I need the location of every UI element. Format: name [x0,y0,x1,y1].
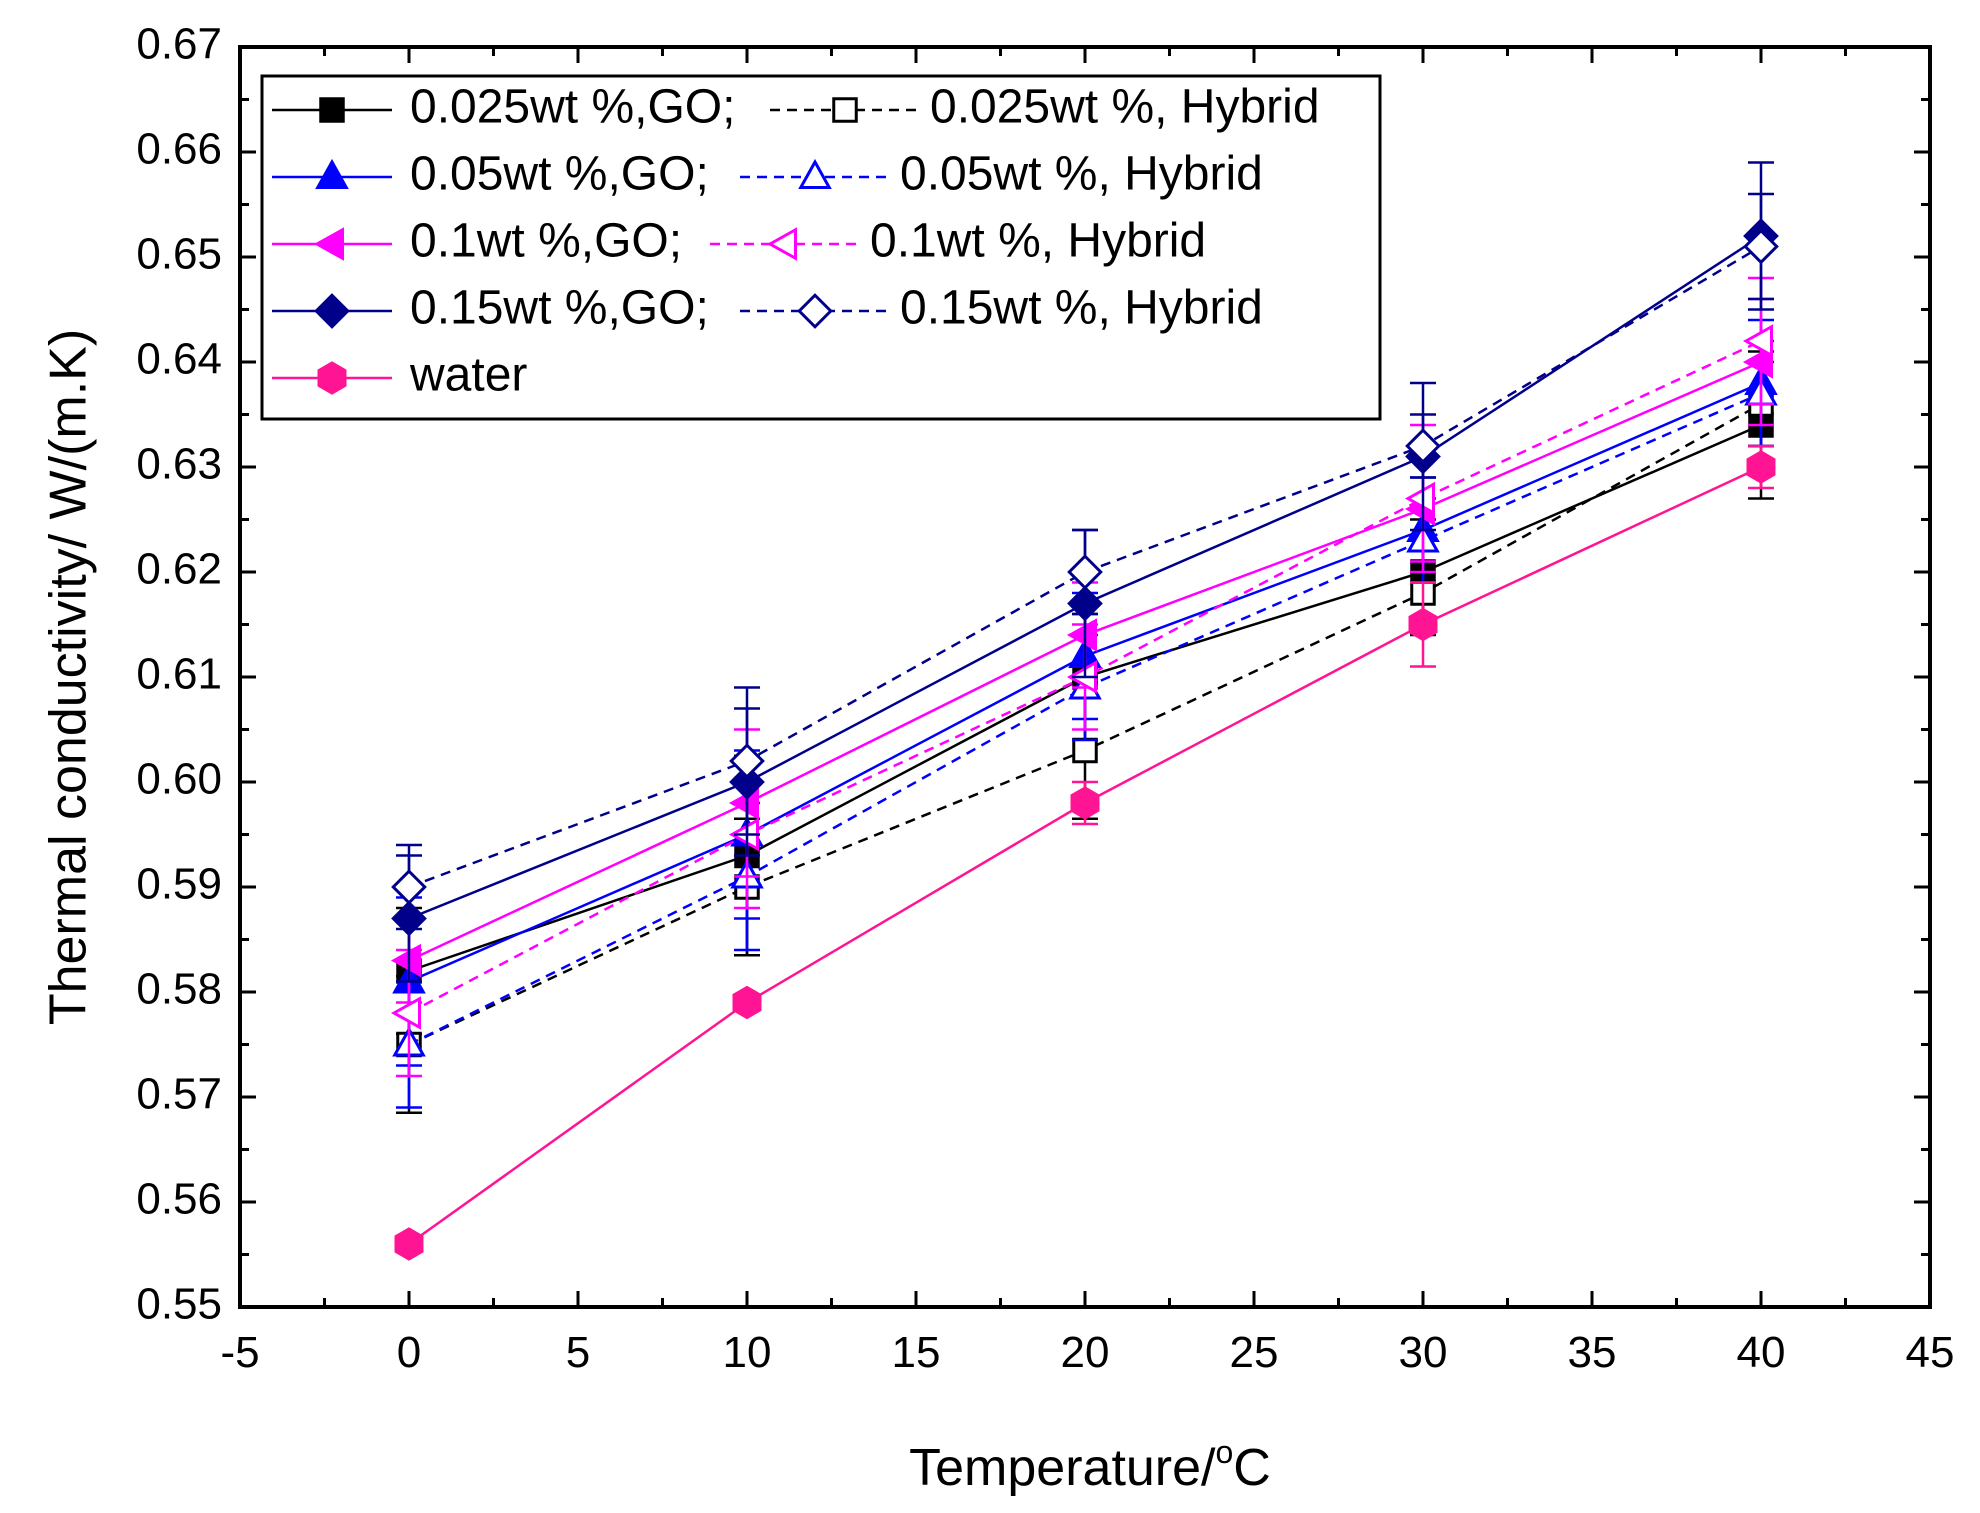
legend-marker [314,293,350,329]
data-point [1067,554,1103,590]
y-axis-title: Thermal conductivity/ W/(m.K) [40,329,98,1025]
x-tick-label: 15 [892,1328,941,1377]
data-point [390,996,421,1030]
x-axis-title-unit: C [1233,1439,1271,1497]
legend-box [260,74,1382,421]
legend-items: 0.025wt %,GO; 0.025wt %, Hybrid 0.05wt %,G… [272,81,1320,402]
legend-label: 0.025wt %,GO; [410,81,735,134]
data-point [1404,481,1435,516]
axis-ticks [238,45,1932,1309]
y-tick-label: 0.61 [136,650,222,699]
data-point [1743,228,1779,265]
legend-marker [315,158,349,189]
series-line [408,245,1762,889]
x-tick-labels: -5 0 5 10 15 20 25 30 35 40 45 [220,1328,1954,1377]
data-point [1066,618,1097,652]
y-tick-label: 0.66 [136,125,222,174]
x-tick-label: 30 [1399,1328,1448,1377]
legend-label: 0.15wt %, Hybrid [900,282,1263,335]
y-tick-label: 0.59 [136,860,222,909]
legend-label: 0.05wt %, Hybrid [900,148,1263,201]
legend-label: 0.1wt %, Hybrid [870,215,1206,268]
y-tick-label: 0.58 [136,965,222,1014]
x-axis-title: Temperature/oC [909,1434,1271,1497]
data-point [1072,737,1098,764]
series-0-15wt-hybrid [391,192,1779,931]
y-tick-label: 0.65 [136,230,222,279]
x-tick-label: 35 [1568,1328,1617,1377]
data-point [1746,450,1776,484]
y-tick-label: 0.63 [136,440,222,489]
x-tick-label: 40 [1737,1328,1786,1377]
data-point [1742,345,1773,379]
x-axis-title-main: Temperature/ [909,1439,1216,1497]
x-tick-label: 45 [1906,1328,1955,1377]
data-point [1405,428,1441,464]
legend-label: 0.05wt %,GO; [410,148,709,201]
y-tick-label: 0.60 [136,755,222,804]
legend-label: 0.15wt %,GO; [410,282,709,335]
x-axis-title-degree: o [1216,1434,1234,1470]
legend-marker [797,293,833,329]
legend-marker [832,97,858,123]
data-point [1070,786,1100,820]
data-point [390,943,421,978]
legend-marker [798,158,832,189]
x-tick-label: 25 [1230,1328,1279,1377]
legend-marker [766,227,797,261]
data-point [729,743,765,779]
y-tick-label: 0.56 [136,1175,222,1224]
legend-label: 0.025wt %, Hybrid [930,81,1320,134]
data-point [1742,324,1773,358]
x-tick-label: 10 [723,1328,772,1377]
plot-area [238,45,1932,1309]
y-tick-label: 0.57 [136,1070,222,1119]
x-tick-label: -5 [220,1328,259,1377]
data-point [1408,607,1438,642]
x-tick-label: 0 [397,1328,421,1377]
data-point [394,1227,424,1261]
y-tick-label: 0.55 [136,1280,222,1329]
x-tick-label: 5 [566,1328,590,1377]
y-tick-label: 0.62 [136,545,222,594]
legend-marker [313,227,344,261]
series-layer [390,161,1779,1261]
legend-label: 0.1wt %,GO; [410,215,682,268]
y-tick-label: 0.64 [136,335,222,384]
data-point [732,985,762,1020]
series-water [394,444,1776,1261]
legend: 0.025wt %,GO; 0.025wt %, Hybrid 0.05wt %,G… [260,74,1382,421]
legend-label: water [409,349,527,402]
legend-marker [319,97,345,123]
legend-marker [317,361,347,395]
y-tick-label: 0.67 [136,20,222,69]
data-point [391,869,427,905]
x-tick-label: 20 [1061,1328,1110,1377]
y-tick-labels: 0.55 0.56 0.57 0.58 0.59 0.60 0.61 0.62 0.63 0.64… [136,20,222,1329]
